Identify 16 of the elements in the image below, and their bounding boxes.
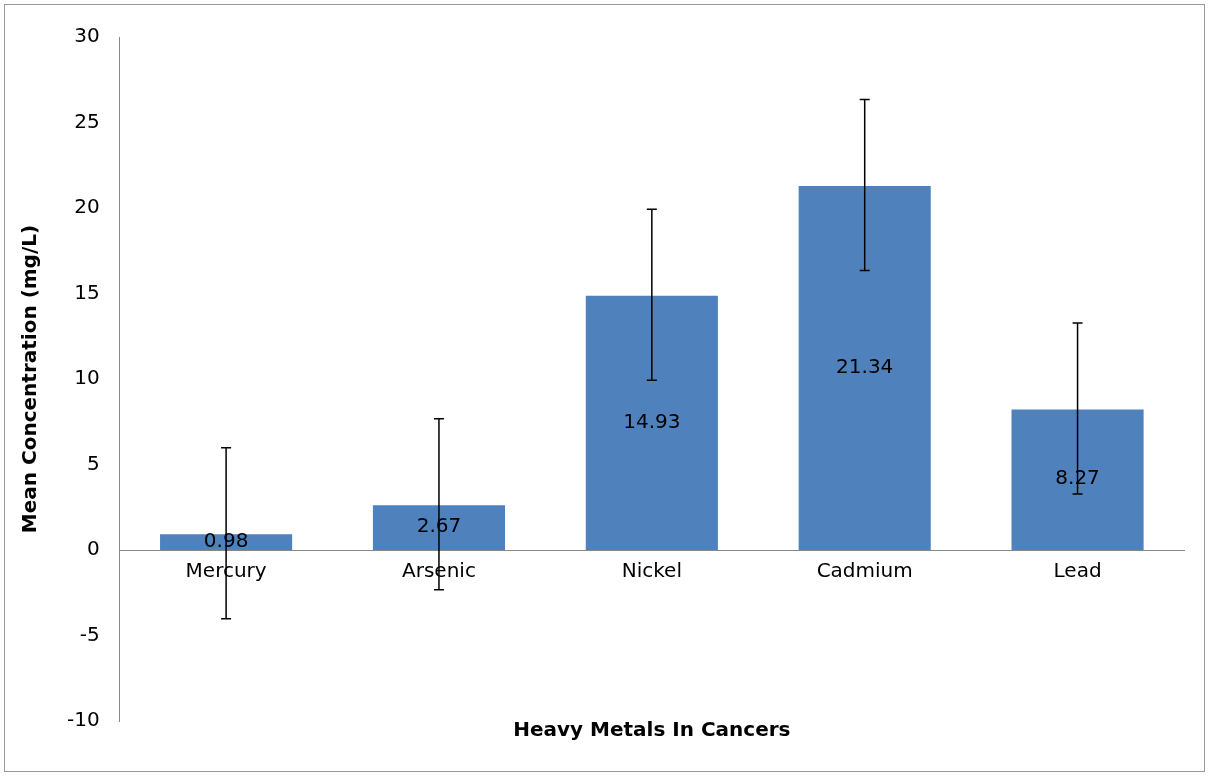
- y-tick-label: -10: [66, 707, 100, 732]
- y-tick-label: 10: [74, 365, 100, 390]
- x-axis-title: Heavy Metals In Cancers: [513, 717, 791, 742]
- x-tick-label: Cadmium: [816, 558, 913, 583]
- y-tick-label: 30: [74, 23, 100, 48]
- y-axis-title: Mean Concentration (mg/L): [17, 224, 42, 534]
- y-tick-label: 0: [86, 536, 100, 561]
- data-label: 21.34: [836, 353, 894, 378]
- x-tick-label: Nickel: [621, 558, 682, 583]
- x-tick-label: Lead: [1053, 558, 1102, 583]
- y-tick-label: 5: [86, 450, 100, 475]
- y-tick-label: 20: [74, 194, 100, 219]
- y-tick-label: -5: [79, 621, 100, 646]
- data-label: 14.93: [623, 408, 681, 433]
- y-tick-label: 25: [74, 108, 100, 133]
- y-tick-label: 15: [74, 279, 100, 304]
